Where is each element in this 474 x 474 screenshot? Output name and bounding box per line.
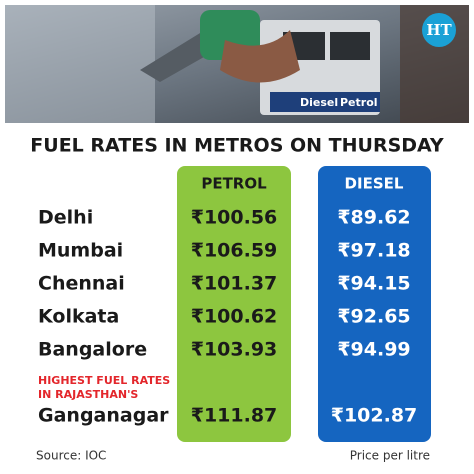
title: FUEL RATES IN METROS ON THURSDAY [30,135,444,157]
city: Chennai [38,273,125,295]
city: Delhi [38,207,93,229]
petrol-price: ₹106.59 [191,240,278,262]
petrol-column [177,166,291,442]
petrol-price: ₹103.93 [191,339,278,361]
city: Mumbai [38,240,123,262]
diesel-price: ₹89.62 [337,207,410,229]
diesel-price: ₹92.65 [337,306,410,328]
diesel-column [318,166,431,442]
diesel-price: ₹97.18 [337,240,410,262]
photo: Diesel Petrol HT [5,5,469,123]
rows: Delhi ₹100.56 ₹89.62 Mumbai ₹106.59 ₹97.18 Che… [38,207,411,361]
city: Ganganagar [38,405,169,427]
column-header: DIESEL [345,175,404,193]
photo-label: Petrol [340,96,378,109]
diesel-price: ₹94.99 [337,339,410,361]
petrol-price: ₹101.37 [191,273,278,295]
logo: HT [426,21,452,39]
diesel-price: ₹94.15 [337,273,410,295]
highlight-text: HIGHEST FUEL RATES [38,374,170,387]
photo-label: Diesel [300,96,338,109]
city: Bangalore [38,339,147,361]
highlight-text: IN RAJASTHAN'S [38,388,138,401]
source: Source: IOC [36,449,106,463]
city: Kolkata [38,306,119,328]
petrol-price: ₹100.62 [191,306,278,328]
petrol-price: ₹111.87 [191,405,278,427]
petrol-price: ₹100.56 [191,207,278,229]
unit-note: Price per litre [350,449,430,463]
diesel-price: ₹102.87 [331,405,418,427]
column-header: PETROL [201,175,267,193]
